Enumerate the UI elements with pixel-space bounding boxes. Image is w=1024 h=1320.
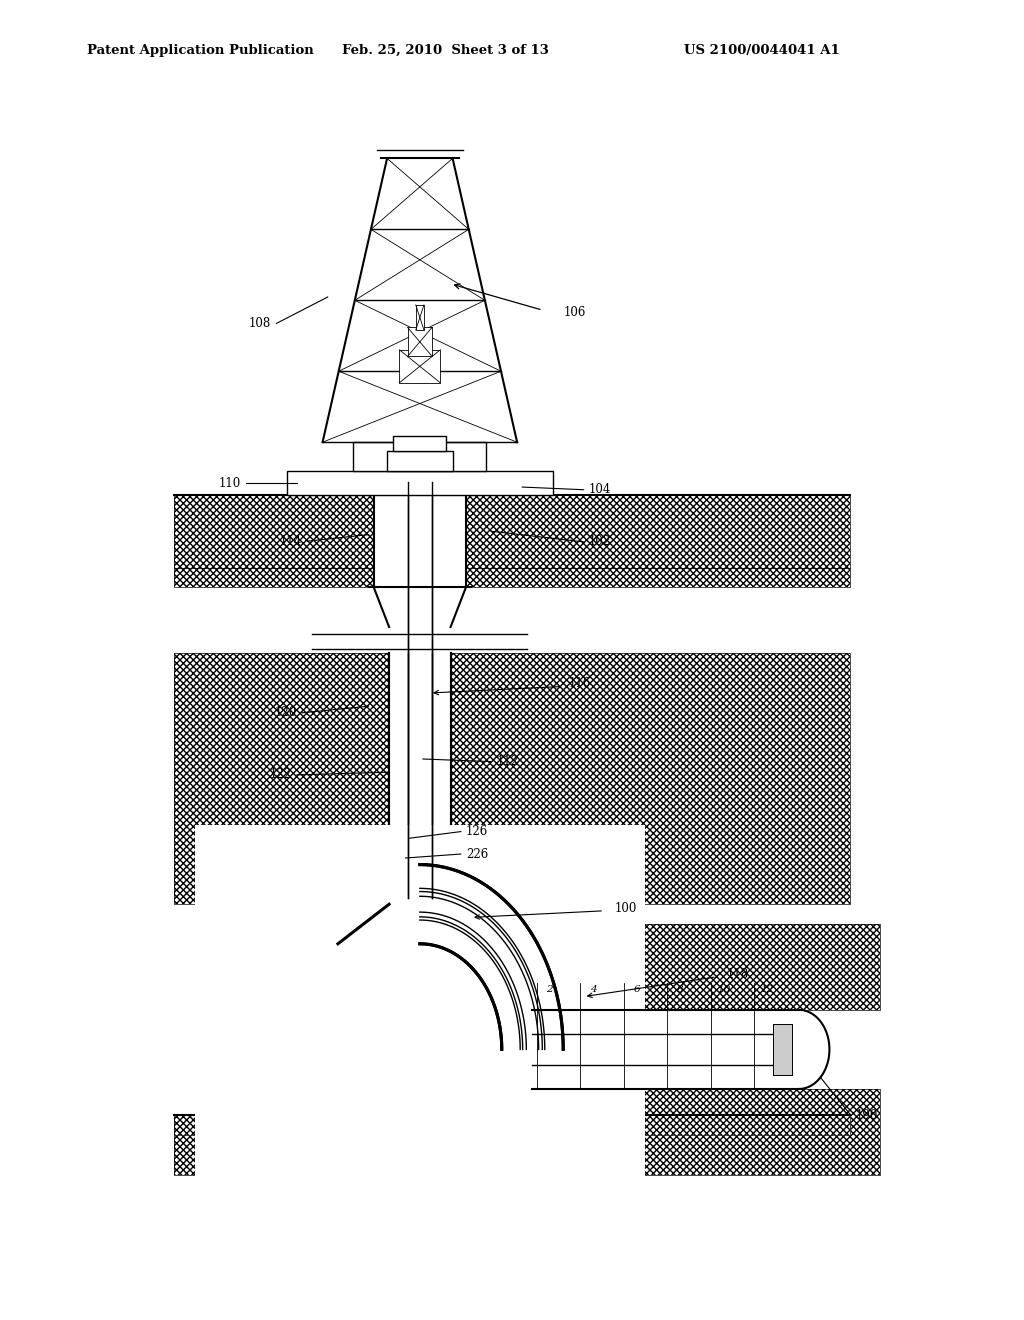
Bar <box>287 471 553 495</box>
Bar <box>466 568 850 587</box>
Bar <box>174 653 389 904</box>
Bar <box>174 1115 850 1135</box>
Text: FIG. 3: FIG. 3 <box>477 1217 547 1238</box>
Text: 126: 126 <box>466 825 488 838</box>
Text: 118: 118 <box>727 968 750 981</box>
Bar <box>174 568 374 587</box>
Text: 110: 110 <box>218 477 241 490</box>
Text: 190: 190 <box>856 1109 879 1122</box>
Bar <box>215 865 471 1115</box>
Text: 106: 106 <box>563 306 586 319</box>
Bar <box>393 436 446 451</box>
Text: 2: 2 <box>547 985 553 994</box>
Bar <box>451 653 850 904</box>
Bar <box>353 442 486 471</box>
Text: 108: 108 <box>249 317 271 330</box>
Bar <box>466 495 850 568</box>
Bar <box>174 1115 389 1175</box>
Bar <box>174 568 374 587</box>
Text: 8: 8 <box>677 985 683 994</box>
Text: 114: 114 <box>280 535 302 548</box>
Text: 226: 226 <box>466 847 488 861</box>
Bar <box>531 924 880 1010</box>
Bar <box>174 653 389 904</box>
Text: 104: 104 <box>589 483 611 496</box>
Text: 6: 6 <box>634 985 640 994</box>
Text: Feb. 25, 2010  Sheet 3 of 13: Feb. 25, 2010 Sheet 3 of 13 <box>342 44 549 57</box>
Text: Patent Application Publication: Patent Application Publication <box>87 44 313 57</box>
Text: US 2100/0044041 A1: US 2100/0044041 A1 <box>684 44 840 57</box>
Bar <box>399 350 440 383</box>
Bar <box>531 1089 880 1175</box>
Bar <box>408 327 432 356</box>
Bar <box>466 495 850 568</box>
Bar <box>174 1115 389 1175</box>
Bar <box>773 1024 792 1074</box>
Text: 120: 120 <box>274 706 297 719</box>
Text: 10: 10 <box>717 985 730 994</box>
Bar <box>374 495 466 568</box>
Bar <box>174 495 374 568</box>
Bar <box>416 305 424 330</box>
Bar <box>387 451 453 471</box>
Text: 122: 122 <box>269 768 292 781</box>
Text: 112: 112 <box>497 755 519 768</box>
Text: 102: 102 <box>589 536 611 548</box>
Text: 100: 100 <box>614 902 637 915</box>
Bar <box>466 568 850 587</box>
Bar <box>195 825 645 1261</box>
Text: 116: 116 <box>568 677 591 690</box>
Text: 4: 4 <box>590 985 596 994</box>
Text: 12: 12 <box>761 985 774 994</box>
Bar <box>451 653 850 904</box>
Bar <box>531 924 880 1010</box>
Bar <box>531 1089 880 1175</box>
Bar <box>174 495 374 568</box>
Bar <box>174 1115 850 1135</box>
